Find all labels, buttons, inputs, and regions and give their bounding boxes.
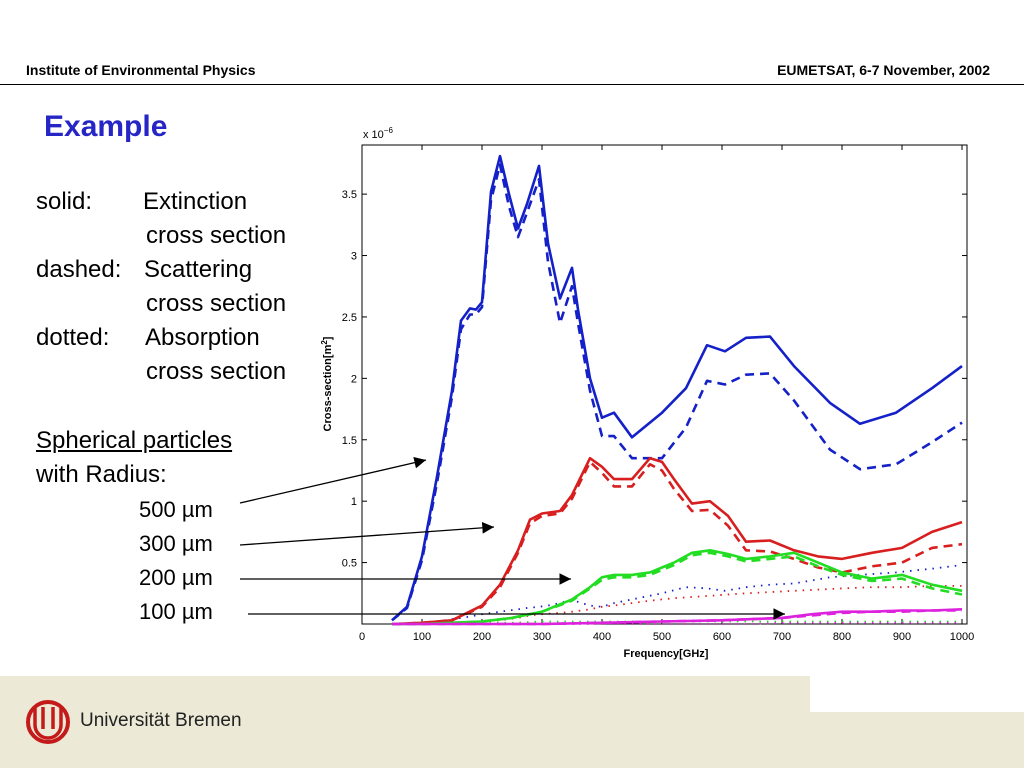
x-tick-label: 700 [773, 631, 791, 643]
x-tick-label: 100 [413, 631, 431, 643]
series-200um-extinction [392, 548, 963, 626]
university-name: Universität Bremen [80, 710, 242, 731]
series-500um-extinction [391, 154, 963, 622]
x-tick-label: 1000 [950, 631, 974, 643]
x-tick-label: 600 [713, 631, 731, 643]
legend-solid-key: solid: [36, 188, 93, 215]
series-100um-absorption [392, 621, 962, 625]
plot-frame [361, 144, 968, 625]
header-left-text: Institute of Environmental Physics [26, 62, 256, 78]
series-100um-extinction [392, 608, 963, 626]
legend-dashed-key: dashed: [36, 256, 122, 283]
y-axis-label: Cross-section[m2] [320, 336, 334, 431]
y-tick-label: 0.5 [342, 558, 357, 570]
arrow-300 [239, 521, 495, 546]
y-tick-label: 3 [351, 251, 357, 263]
y-tick-label: 1 [351, 496, 357, 508]
x-tick-label: 0 [359, 631, 365, 643]
legend-dotted-text-1: Absorption [145, 324, 260, 351]
axis-ticks: 0 100 200 300 400 500 600 700 800 900 1000 0.5 1 1.5 2… [342, 145, 974, 643]
arrow-500 [239, 456, 427, 504]
legend-dotted-text-2: cross section [146, 358, 287, 385]
radius-label-200: 200 µm [139, 565, 213, 590]
header-right-text: EUMETSAT, 6-7 November, 2002 [777, 62, 990, 78]
x-tick-label: 200 [473, 631, 491, 643]
x-tick-label: 900 [893, 631, 911, 643]
cross-section-chart: 0 100 200 300 400 500 600 700 800 900 1000 0.5 1 1.5 2… [239, 126, 974, 660]
particles-heading: Spherical particles [36, 427, 233, 454]
university-logo-icon [26, 700, 70, 744]
legend-dashed-text-1: Scattering [144, 256, 253, 283]
legend-solid-text-2: cross section [146, 222, 287, 249]
x-tick-label: 400 [593, 631, 611, 643]
x-tick-label: 500 [653, 631, 671, 643]
data-series [391, 154, 963, 626]
radius-arrows [239, 456, 785, 620]
series-300um-extinction [391, 456, 963, 626]
footer-band-lower [0, 712, 1024, 768]
y-tick-label: 2.5 [342, 312, 357, 324]
exponent-label: x 10−6 [363, 126, 393, 141]
legend-solid-text-1: Extinction [143, 188, 248, 215]
x-tick-label: 800 [833, 631, 851, 643]
legend-dashed-text-2: cross section [146, 290, 287, 317]
radius-label-500: 500 µm [139, 497, 213, 522]
radius-label-100: 100 µm [139, 599, 213, 624]
y-tick-label: 2 [351, 373, 357, 385]
particles-subheading: with Radius: [36, 461, 167, 488]
series-300um-scattering [391, 460, 963, 626]
legend-dotted-key: dotted: [36, 324, 110, 351]
x-tick-label: 300 [533, 631, 551, 643]
series-500um-scattering [391, 163, 963, 622]
y-tick-label: 1.5 [342, 435, 357, 447]
radius-label-300: 300 µm [139, 531, 213, 556]
x-axis-label: Frequency[GHz] [624, 648, 709, 660]
y-tick-label: 3.5 [342, 189, 357, 201]
series-500um-absorption [392, 564, 963, 625]
header-divider [0, 84, 1024, 85]
slide-title: Example [44, 110, 168, 143]
